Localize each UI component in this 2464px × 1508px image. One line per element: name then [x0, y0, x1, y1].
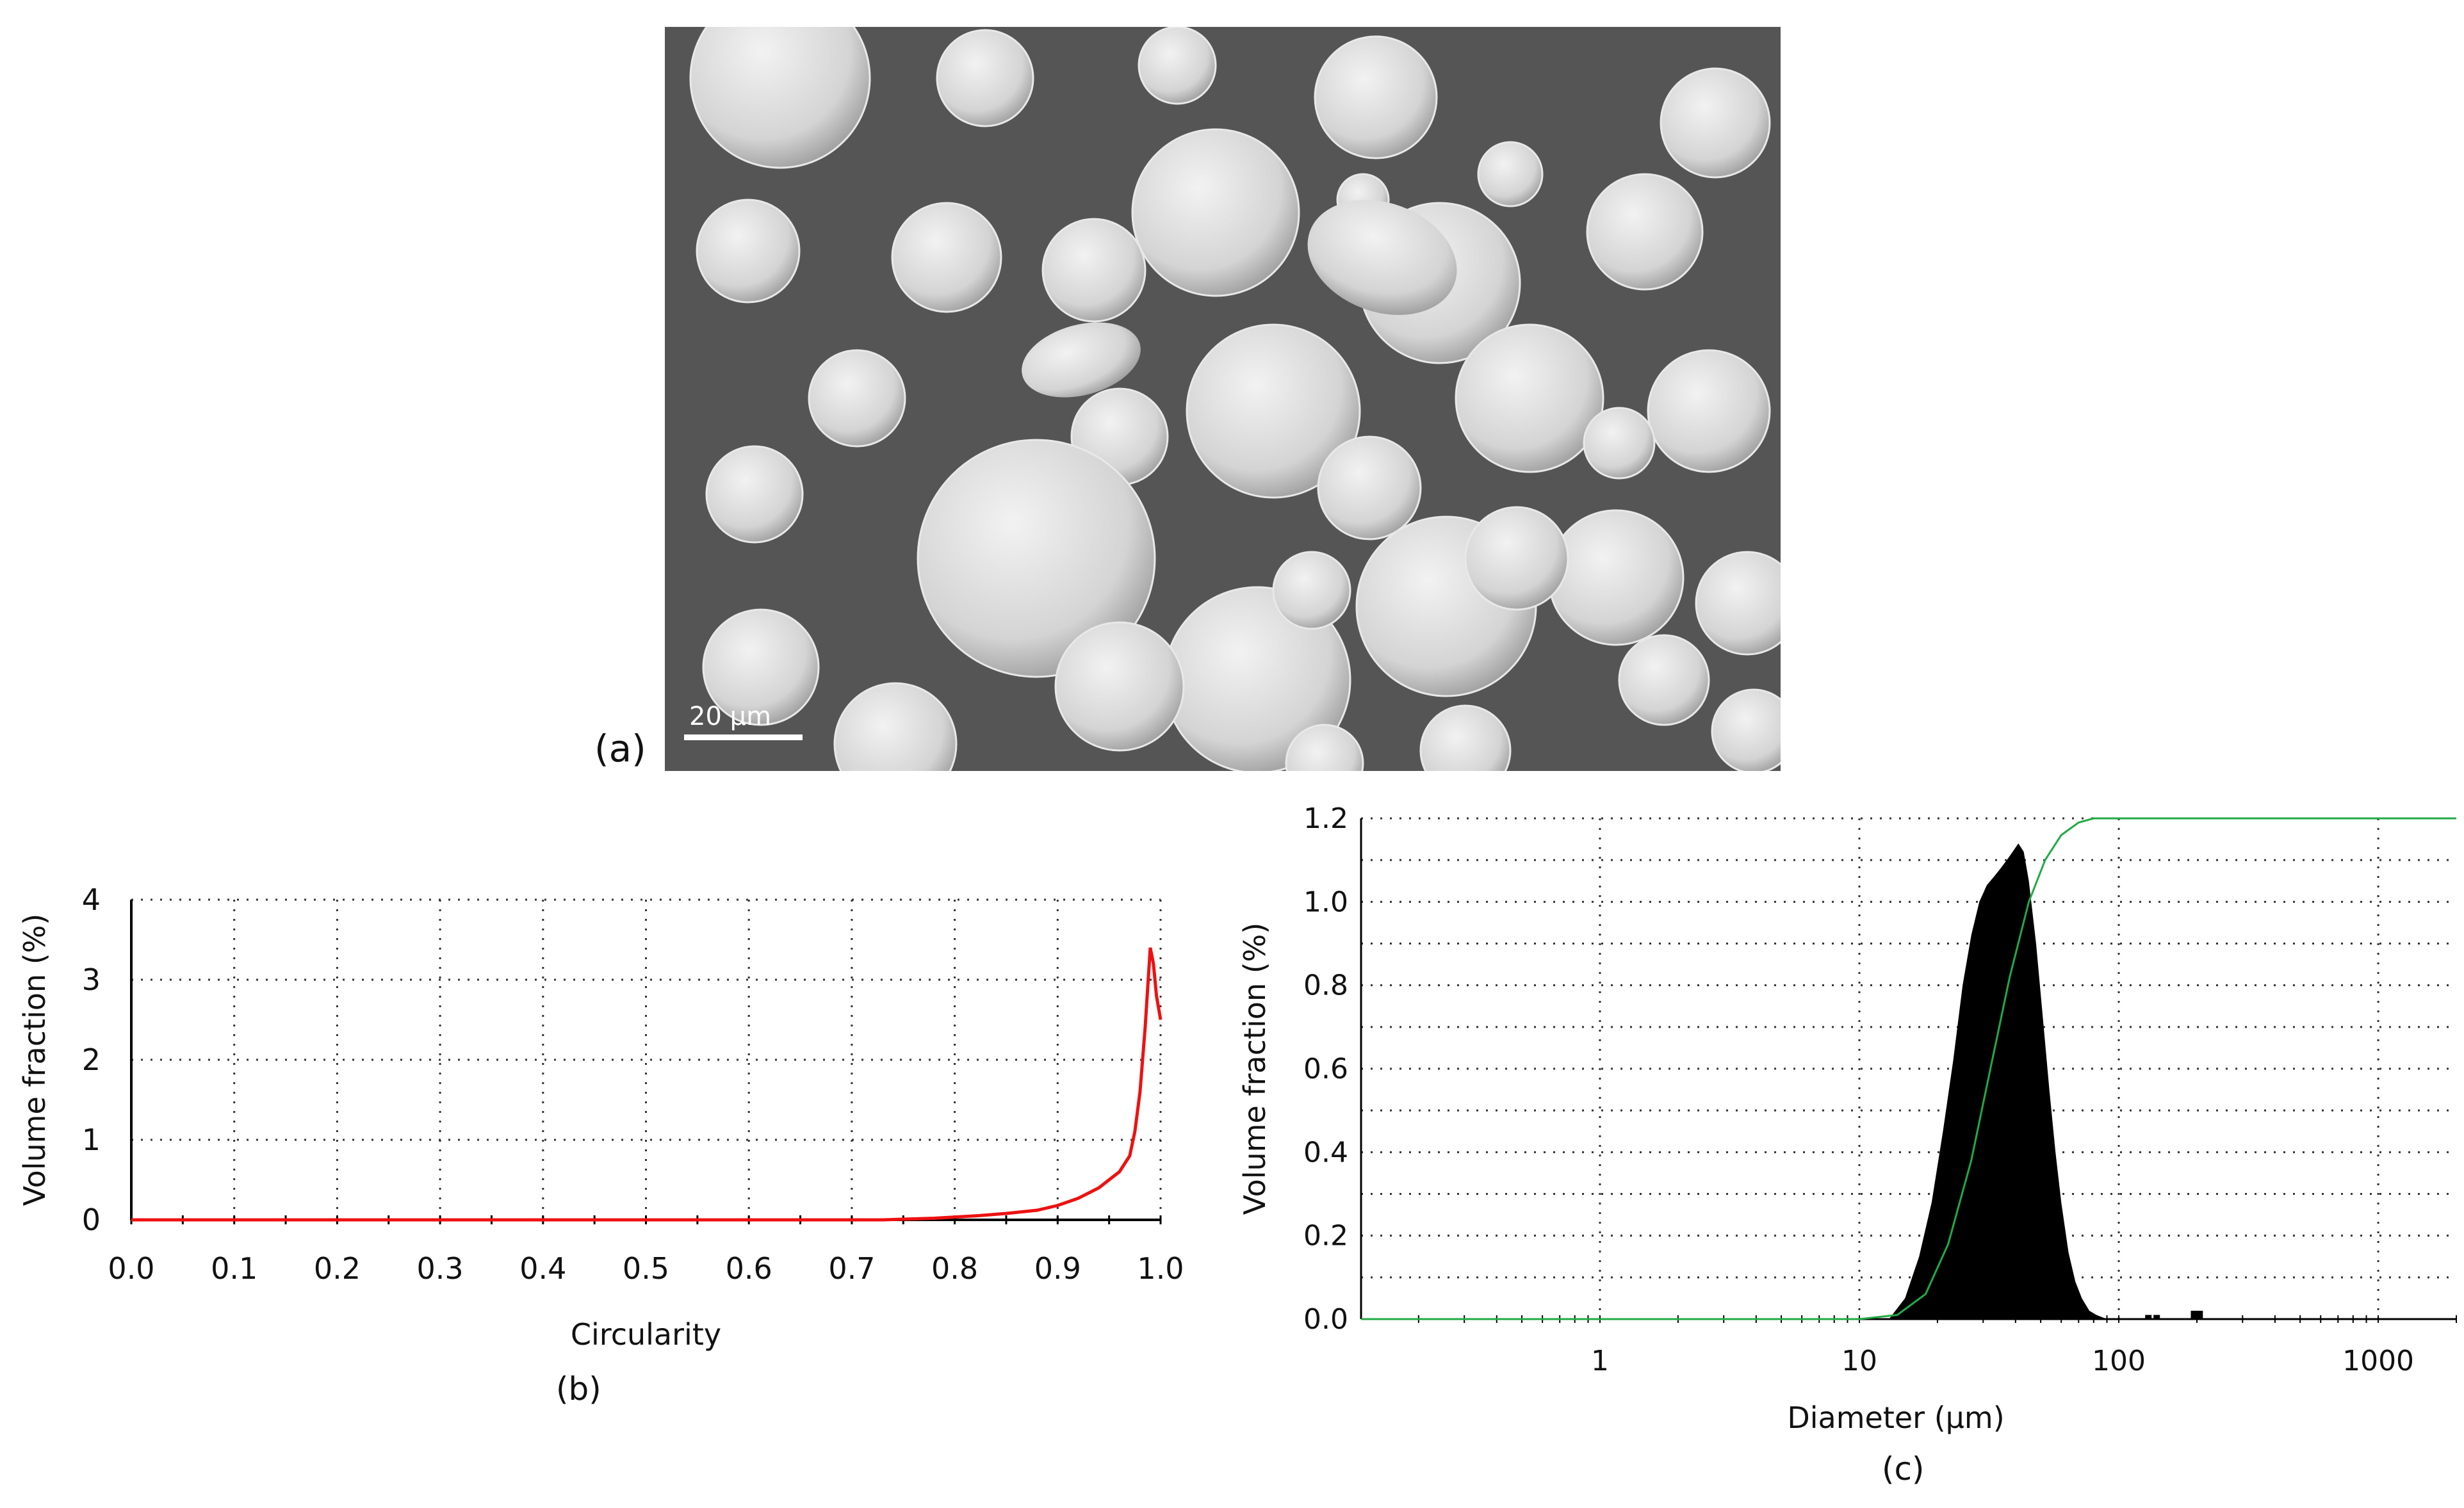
y-tick-label: 4: [82, 882, 101, 917]
x-tick-label: 1.0: [1137, 1251, 1184, 1286]
particle: [1547, 509, 1685, 646]
particle: [702, 608, 820, 726]
sem-micrograph: 20 µm: [665, 27, 1781, 771]
y-tick-label: 1.2: [1303, 802, 1348, 835]
particle: [1041, 218, 1146, 323]
scale-bar-label: 20 µm: [689, 702, 771, 731]
x-tick-label: 0.4: [519, 1251, 566, 1286]
circularity-series-line: [131, 947, 1163, 1222]
x-axis-label: Diameter (µm): [1787, 1400, 2004, 1435]
y-axis-label: Volume fraction (%): [1237, 923, 1272, 1215]
x-tick-label: 0.2: [314, 1251, 361, 1286]
size-distribution-chart: 1 10 100 1000 0.0 0.2 0.4 0.6 0.8 1.0 1.2 Diameter …: [1236, 788, 2464, 1498]
particle: [1022, 322, 1141, 398]
y-tick-label: 0.2: [1303, 1220, 1348, 1253]
histogram-bar: [2153, 1315, 2160, 1319]
x-tick-label: 100: [2092, 1345, 2146, 1377]
y-tick-label: 0.6: [1303, 1053, 1348, 1085]
y-tick-label: 1.0: [1303, 886, 1348, 918]
particle: [1647, 349, 1771, 473]
particle: [1054, 621, 1185, 752]
sem-image: 20 µm: [665, 27, 1781, 771]
x-tick-label: 0.6: [726, 1251, 772, 1286]
particle: [1711, 688, 1781, 771]
particle: [891, 202, 1002, 313]
x-tick-label: 0.8: [931, 1251, 978, 1286]
y-axis-label: Volume fraction (%): [17, 914, 52, 1206]
x-tick-label: 0.9: [1034, 1251, 1081, 1286]
particle: [705, 445, 804, 544]
particle: [808, 349, 906, 448]
x-tick-label: 0.7: [828, 1251, 875, 1286]
x-tick-label: 1: [1591, 1345, 1609, 1377]
y-tick-label: 3: [82, 962, 101, 997]
particle: [696, 199, 801, 304]
y-tick-label: 0: [82, 1203, 101, 1237]
particle: [1618, 634, 1710, 726]
panel-c-label: (c): [1882, 1450, 1925, 1488]
x-tick-label: 0.0: [108, 1251, 154, 1286]
particle: [1586, 173, 1704, 291]
particle: [1317, 435, 1422, 540]
y-tick-label: 0.8: [1303, 969, 1348, 1002]
histogram-bar: [2196, 1310, 2203, 1319]
particle: [1186, 323, 1361, 499]
histogram-bar: [2191, 1310, 2198, 1319]
x-tick-label: 0.1: [211, 1251, 257, 1286]
x-tick-label: 1000: [2342, 1345, 2414, 1377]
particle: [1583, 407, 1656, 480]
panel-a-label: (a): [594, 727, 646, 770]
powder-particles: [689, 27, 1781, 771]
cumulative-series-line: [1361, 817, 2456, 1320]
y-tick-label: 1: [82, 1123, 101, 1157]
histogram-bar: [2145, 1315, 2152, 1319]
particle: [1307, 200, 1457, 315]
particle: [936, 29, 1034, 127]
x-tick-label: 10: [1841, 1345, 1877, 1377]
scale-bar: [684, 734, 803, 740]
particle: [1695, 551, 1781, 656]
histogram-area: [1889, 843, 2107, 1319]
panel-b-label: (b): [556, 1370, 601, 1407]
y-tick-label: 0.4: [1303, 1136, 1348, 1169]
particle: [1419, 704, 1512, 771]
size-distribution-plot: 1 10 100 1000 0.0 0.2 0.4 0.6 0.8 1.0 1.2 Diameter …: [1237, 802, 2457, 1435]
particle: [1138, 27, 1217, 105]
circularity-plot: 0.0 0.1 0.2 0.3 0.4 0.5 0.6 0.7 0.8 0.9 1.0 0 1 2 3 4 Ci…: [17, 882, 1184, 1352]
particle: [1477, 141, 1544, 207]
circularity-chart: 0.0 0.1 0.2 0.3 0.4 0.5 0.6 0.7 0.8 0.9 1.0 0 1 2 3 4 Ci…: [0, 832, 1211, 1409]
particle: [689, 27, 871, 169]
particle: [1131, 128, 1300, 297]
particle: [833, 682, 958, 771]
particle: [1314, 35, 1438, 159]
x-tick-label: 0.5: [623, 1251, 669, 1286]
particle: [1285, 724, 1364, 771]
particle: [1660, 67, 1771, 179]
particle: [917, 439, 1156, 678]
particle: [1464, 506, 1569, 611]
y-tick-label: 2: [82, 1042, 101, 1077]
x-tick-label: 0.3: [417, 1251, 464, 1286]
y-tick-label: 0.0: [1303, 1303, 1348, 1336]
particle: [1455, 323, 1604, 473]
x-axis-label: Circularity: [571, 1317, 721, 1352]
particle: [1272, 551, 1351, 630]
